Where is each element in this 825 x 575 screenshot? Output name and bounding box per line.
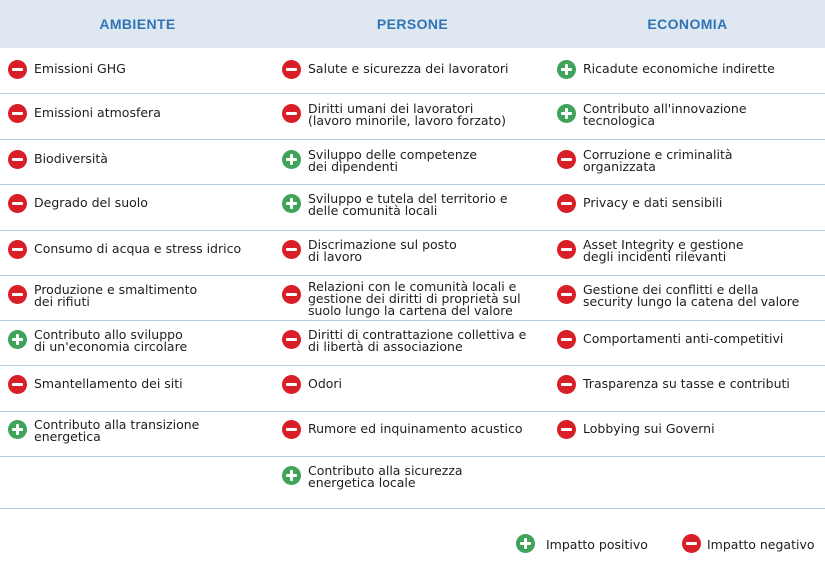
minus-circle-icon [282,104,301,123]
empty-cell [549,457,825,509]
plus-circle-icon [557,104,576,123]
legend-positive-label: Impatto positivo [546,537,648,552]
minus-circle-icon [557,420,576,439]
header-ambiente: AMBIENTE [99,16,176,32]
plus-circle-icon [8,420,27,439]
impact-label: Degrado del suolo [34,195,148,210]
minus-circle-icon [282,240,301,259]
table-row: Lobbying sui Governi [549,412,825,457]
minus-circle-icon [8,60,27,79]
minus-circle-icon [282,375,301,394]
minus-circle-icon [557,330,576,349]
impact-label: Emissioni GHG [34,61,126,76]
table-row: Sviluppo e tutela del territorio e delle… [274,185,549,231]
plus-circle-icon [557,60,576,79]
table-row: Contributo allo sviluppo di un'economia … [0,321,274,366]
impact-label: Corruzione e criminalità organizzata [583,147,733,174]
plus-circle-icon [8,330,27,349]
table-row: Comportamenti anti-competitivi [549,321,825,366]
table-row: Emissioni GHG [0,48,274,94]
plus-circle-icon [282,150,301,169]
table-row: Produzione e smaltimento dei rifiuti [0,276,274,321]
impact-label: Odori [308,376,343,391]
impact-label: Comportamenti anti-competitivi [583,331,784,346]
minus-circle-icon [282,330,301,349]
minus-circle-icon [282,420,301,439]
plus-circle-icon [282,194,301,213]
minus-circle-icon [8,285,27,304]
table-row: Salute e sicurezza dei lavoratori [274,48,549,94]
legend: Impatto positivo Impatto negativo [0,533,825,555]
impact-label: Gestione dei conflitti e della security … [583,282,800,309]
plus-circle-icon [282,466,301,485]
table-row: Privacy e dati sensibili [549,185,825,231]
minus-circle-icon [557,150,576,169]
minus-circle-icon [557,285,576,304]
impact-label: Biodiversità [34,151,108,166]
table-row: Smantellamento dei siti [0,366,274,412]
table-row: Asset Integrity e gestione degli inciden… [549,231,825,276]
table-row: Gestione dei conflitti e della security … [549,276,825,321]
table-row: Diritti di contrattazione collettiva e d… [274,321,549,366]
impact-label: Diritti umani dei lavoratori (lavoro min… [308,101,506,128]
impact-label: Sviluppo e tutela del territorio e delle… [308,191,508,218]
impact-label: Trasparenza su tasse e contributi [583,376,790,391]
table-row: Contributo alla transizione energetica [0,412,274,457]
minus-circle-icon [8,375,27,394]
table-row: Odori [274,366,549,412]
impact-label: Emissioni atmosfera [34,105,161,120]
legend-negative-label: Impatto negativo [707,537,815,552]
minus-circle-icon [557,375,576,394]
impact-label: Asset Integrity e gestione degli inciden… [583,237,744,264]
minus-circle-icon [557,194,576,213]
table-row: Emissioni atmosfera [0,94,274,140]
impact-label: Contributo allo sviluppo di un'economia … [34,327,188,354]
minus-circle-icon [8,240,27,259]
impact-label: Discrimazione sul posto di lavoro [308,237,457,264]
impact-label: Sviluppo delle competenze dei dipendenti [308,147,478,174]
minus-circle-icon [682,534,701,553]
impact-label: Contributo alla transizione energetica [34,417,200,444]
impact-label: Consumo di acqua e stress idrico [34,241,242,256]
impact-label: Relazioni con le comunità locali e gesti… [308,279,521,318]
table-row: Trasparenza su tasse e contributi [549,366,825,412]
table-row: Ricadute economiche indirette [549,48,825,94]
minus-circle-icon [8,194,27,213]
minus-circle-icon [557,240,576,259]
impact-label: Privacy e dati sensibili [583,195,723,210]
table-row: Corruzione e criminalità organizzata [549,140,825,185]
impact-label: Produzione e smaltimento dei rifiuti [34,282,198,309]
impact-label: Lobbying sui Governi [583,421,715,436]
table-row: Discrimazione sul posto di lavoro [274,231,549,276]
header-economia: ECONOMIA [647,16,728,32]
table-row: Diritti umani dei lavoratori (lavoro min… [274,94,549,140]
table-header: AMBIENTE PERSONE ECONOMIA [0,0,825,48]
minus-circle-icon [8,104,27,123]
impact-label: Salute e sicurezza dei lavoratori [308,61,509,76]
table-row: Contributo alla sicurezza energetica loc… [274,457,549,509]
empty-cell [0,457,274,509]
impact-label: Rumore ed inquinamento acustico [308,421,523,436]
table-row: Sviluppo delle competenze dei dipendenti [274,140,549,185]
table-row: Consumo di acqua e stress idrico [0,231,274,276]
header-persone: PERSONE [376,16,449,32]
table-row: Biodiversità [0,140,274,185]
table-row: Relazioni con le comunità locali e gesti… [274,276,549,321]
minus-circle-icon [282,60,301,79]
minus-circle-icon [282,285,301,304]
impact-label: Smantellamento dei siti [34,376,183,391]
impact-label: Diritti di contrattazione collettiva e d… [308,327,527,354]
minus-circle-icon [8,150,27,169]
table-row: Degrado del suolo [0,185,274,231]
table-row: Rumore ed inquinamento acustico [274,412,549,457]
table-row: Contributo all'innovazione tecnologica [549,94,825,140]
impact-label: Contributo all'innovazione tecnologica [583,101,747,128]
plus-circle-icon [516,534,535,553]
impact-label: Ricadute economiche indirette [583,61,775,76]
impact-label: Contributo alla sicurezza energetica loc… [308,463,463,490]
